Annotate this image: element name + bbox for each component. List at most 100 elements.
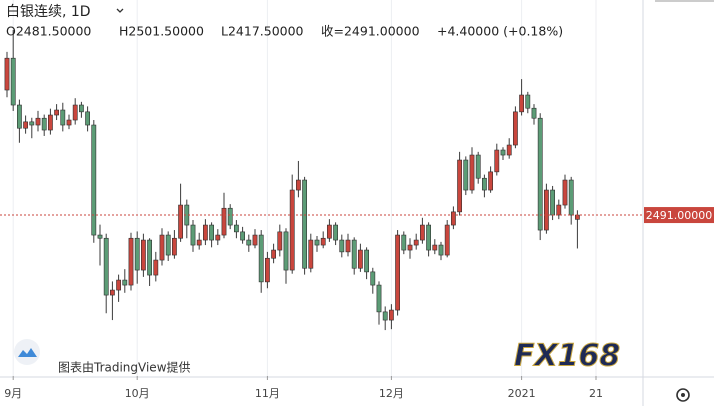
candle-body bbox=[91, 124, 97, 236]
x-tick-label: 10月 bbox=[125, 387, 150, 400]
candle-body bbox=[122, 279, 128, 286]
candle-body bbox=[444, 224, 450, 256]
candle-body bbox=[432, 244, 438, 251]
candle-body bbox=[543, 189, 549, 231]
candle-body bbox=[141, 239, 146, 271]
candle-body bbox=[413, 239, 419, 246]
candle-body bbox=[506, 144, 512, 156]
ohlc-low: L2417.50000 bbox=[221, 24, 304, 39]
candle-body bbox=[519, 94, 524, 113]
candle-body bbox=[178, 204, 183, 239]
candle-body bbox=[345, 239, 351, 253]
candle-body bbox=[147, 239, 152, 276]
candle-body bbox=[209, 224, 214, 241]
candle-body bbox=[289, 189, 295, 271]
candle-body bbox=[320, 237, 326, 246]
tv-logo[interactable] bbox=[14, 339, 40, 365]
ohlc-close: 收=2491.00000 bbox=[321, 24, 420, 39]
candle-body bbox=[562, 179, 568, 206]
x-tick-label: 11月 bbox=[255, 387, 280, 400]
candle-body bbox=[252, 234, 258, 246]
candle-body bbox=[215, 234, 221, 241]
candle-body bbox=[308, 239, 314, 269]
candle-body bbox=[407, 244, 413, 251]
candle-body bbox=[457, 159, 462, 213]
candle-body bbox=[277, 231, 283, 251]
candle-body bbox=[271, 249, 276, 259]
x-tick-label: 9月 bbox=[4, 387, 22, 400]
candle-body bbox=[128, 237, 134, 286]
candle-body bbox=[221, 207, 227, 236]
candle-body bbox=[103, 237, 109, 296]
candle-body bbox=[401, 234, 407, 251]
candle-body bbox=[469, 154, 475, 191]
candle-body bbox=[246, 239, 252, 246]
candle-body bbox=[351, 239, 357, 269]
candle-body bbox=[35, 117, 41, 126]
candle-body bbox=[333, 224, 338, 241]
candle-body bbox=[159, 234, 165, 261]
candle-body bbox=[326, 224, 332, 239]
candle-body bbox=[153, 259, 159, 276]
candle-body bbox=[79, 104, 84, 113]
candle-body bbox=[426, 224, 431, 251]
attribution[interactable]: 图表由TradingView提供 bbox=[58, 360, 191, 375]
candle-body bbox=[41, 117, 47, 131]
candle-body bbox=[512, 111, 518, 146]
candle-body bbox=[60, 109, 66, 126]
candle-body bbox=[370, 271, 376, 286]
candle-body bbox=[295, 179, 301, 191]
ohlc-open: O2481.50000 bbox=[6, 24, 91, 39]
candle-body bbox=[16, 104, 22, 129]
candle-body bbox=[110, 289, 115, 296]
settings-icon-center bbox=[681, 393, 685, 397]
candle-body bbox=[302, 179, 307, 269]
candle-body bbox=[531, 107, 537, 119]
candle-body bbox=[227, 207, 233, 226]
candle-body bbox=[395, 234, 400, 311]
candle-body bbox=[190, 224, 196, 246]
candle-body bbox=[10, 57, 16, 106]
candle-body bbox=[240, 231, 245, 241]
tv-logo-mark bbox=[18, 348, 37, 357]
candle-body bbox=[376, 284, 382, 313]
candle-body bbox=[500, 149, 506, 156]
candle-body bbox=[97, 234, 103, 239]
ohlc-change: +4.40000 (+0.18%) bbox=[437, 24, 563, 39]
candle-body bbox=[475, 154, 481, 179]
candle-body bbox=[419, 224, 425, 241]
candle-body bbox=[314, 239, 320, 246]
candle-body bbox=[494, 149, 500, 173]
candle-body bbox=[525, 94, 531, 109]
candle-body bbox=[556, 204, 562, 216]
candle-body bbox=[116, 279, 121, 291]
candle-body bbox=[568, 179, 574, 216]
candle-body bbox=[172, 237, 177, 256]
candle-body bbox=[85, 111, 90, 126]
candle-body bbox=[488, 171, 493, 191]
candle-body bbox=[264, 257, 270, 283]
candle-body bbox=[4, 57, 10, 91]
candle-body bbox=[196, 239, 202, 246]
last-price-badge bbox=[644, 207, 714, 224]
candle-body bbox=[364, 249, 369, 273]
x-tick-label: 2021 bbox=[508, 387, 536, 400]
candle-body bbox=[537, 117, 543, 231]
ohlc-high: H2501.50000 bbox=[119, 24, 204, 39]
settings-icon[interactable] bbox=[676, 388, 690, 402]
candle-body bbox=[438, 244, 444, 256]
candle-body bbox=[134, 237, 140, 271]
candle-body bbox=[382, 311, 388, 321]
chart-title[interactable]: 白银连续, 1D bbox=[6, 3, 91, 20]
candle-body bbox=[283, 231, 289, 271]
title-chevron[interactable] bbox=[116, 8, 124, 13]
candle-body bbox=[258, 234, 264, 283]
candle-body bbox=[234, 224, 239, 233]
candle-body bbox=[357, 249, 363, 269]
watermark-logo: FX168 bbox=[514, 339, 620, 374]
candle-body bbox=[463, 159, 469, 191]
candle-body bbox=[165, 234, 171, 256]
candle-body bbox=[550, 189, 555, 216]
